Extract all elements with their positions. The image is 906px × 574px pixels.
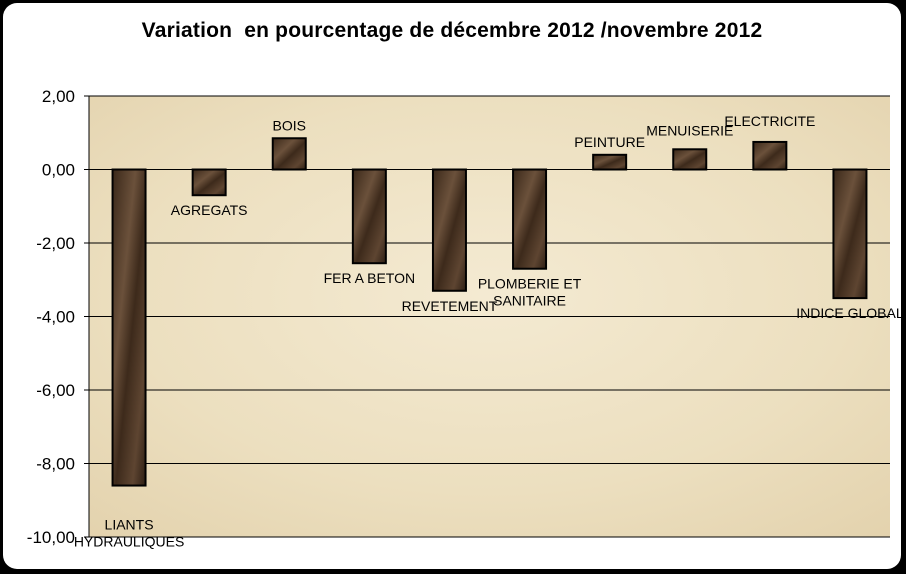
category-label-line: PLOMBERIE ET — [478, 276, 582, 292]
bar[interactable] — [431, 168, 467, 292]
y-tick-label: -10,00 — [27, 528, 75, 547]
y-tick-label: 2,00 — [42, 87, 75, 106]
bar[interactable] — [752, 140, 788, 171]
category-label-line: AGREGATS — [171, 202, 248, 218]
category-label-line: HYDRAULIQUES — [74, 534, 184, 550]
category-label: LIANTS HYDRAULIQUES — [74, 517, 184, 550]
category-label: ELECTRICITE — [724, 113, 815, 129]
category-label-line: INDICE GLOBAL — [796, 305, 901, 321]
bar[interactable] — [832, 168, 868, 300]
category-label-line: PEINTURE — [574, 134, 645, 150]
category-label-line: SANITAIRE — [493, 293, 566, 309]
bar[interactable] — [191, 168, 227, 197]
y-tick-label: -8,00 — [36, 455, 75, 474]
category-label: PLOMBERIE ET SANITAIRE — [478, 276, 582, 309]
category-label: AGREGATS — [171, 202, 248, 218]
category-label: PEINTURE — [574, 134, 645, 150]
category-label: MENUISERIE — [646, 122, 733, 138]
category-label: INDICE GLOBAL — [796, 305, 901, 321]
chart-title: Variation en pourcentage de décembre 201… — [141, 19, 763, 42]
bar[interactable] — [111, 168, 147, 487]
chart-svg: 2,000,00-2,00-4,00-6,00-8,00-10,00LIANTS… — [27, 87, 901, 550]
category-label-line: MENUISERIE — [646, 122, 733, 138]
y-tick-label: -2,00 — [36, 234, 75, 253]
y-tick-label: -6,00 — [36, 381, 75, 400]
category-label-line: LIANTS — [105, 517, 154, 533]
category-label-line: BOIS — [273, 117, 306, 133]
bar[interactable] — [592, 153, 628, 171]
category-label-line: REVETEMENT — [402, 298, 498, 314]
bar[interactable] — [351, 168, 387, 265]
chart-frame: Variation en pourcentage de décembre 201… — [3, 3, 901, 569]
category-label: FER A BETON — [324, 270, 416, 286]
bar[interactable] — [271, 137, 307, 171]
category-label-line: FER A BETON — [324, 270, 416, 286]
bar[interactable] — [672, 148, 708, 171]
bar[interactable] — [512, 168, 548, 270]
category-label-line: ELECTRICITE — [724, 113, 815, 129]
y-tick-label: 0,00 — [42, 161, 75, 180]
y-tick-label: -4,00 — [36, 308, 75, 327]
category-label: REVETEMENT — [402, 298, 498, 314]
category-label: BOIS — [273, 117, 306, 133]
